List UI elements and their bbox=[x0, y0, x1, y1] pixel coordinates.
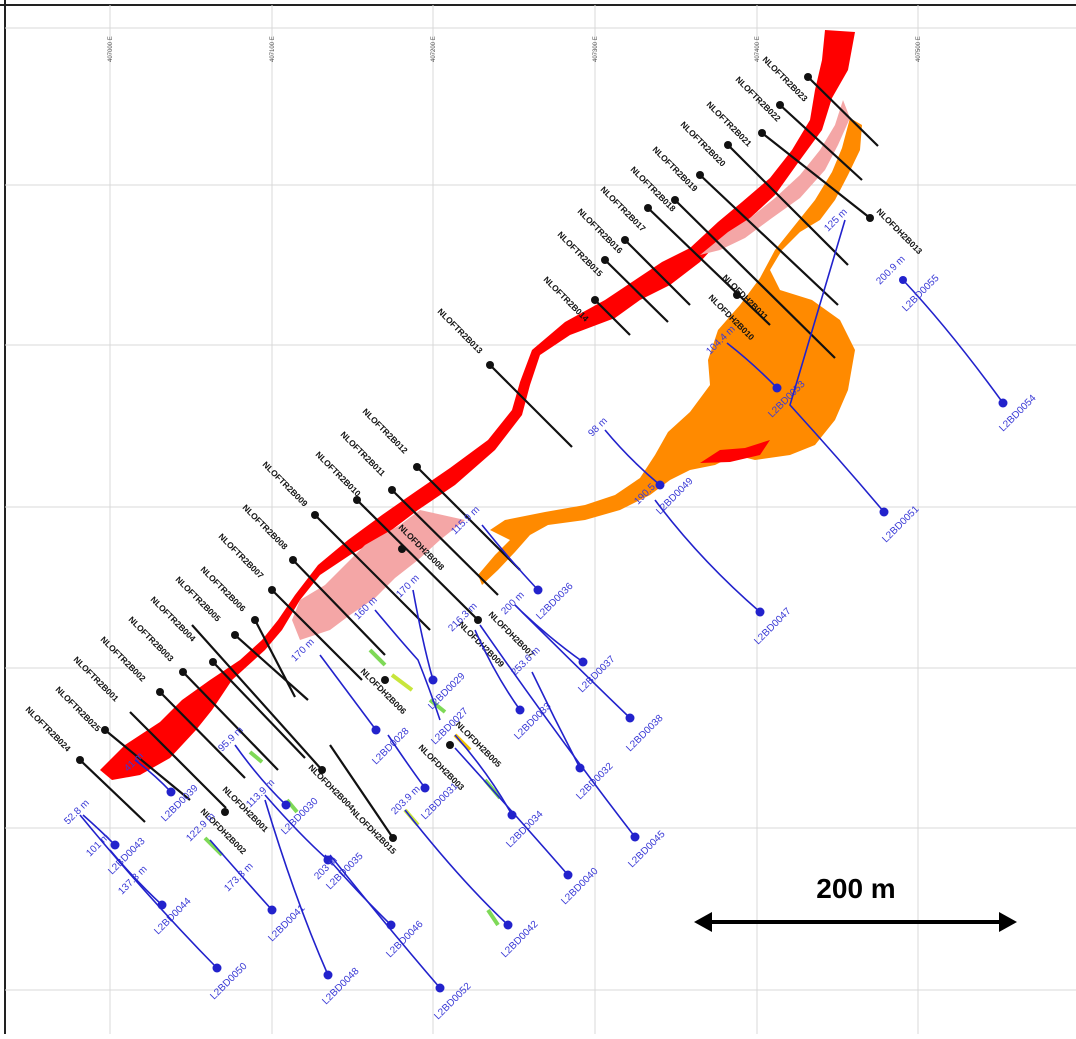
easting-label: 407400 E bbox=[755, 36, 761, 62]
hole-small-black bbox=[329, 744, 397, 842]
easting-labels: 407000 E 407100 E 407200 E 407300 E 4074… bbox=[108, 36, 922, 62]
scale-bar: 200 m bbox=[694, 873, 1017, 932]
easting-label: 407100 E bbox=[270, 36, 276, 62]
easting-label: 407200 E bbox=[431, 36, 437, 62]
easting-label: 407300 E bbox=[593, 36, 599, 62]
scale-arrow-left-icon bbox=[694, 912, 712, 932]
scale-arrow-right-icon bbox=[999, 912, 1017, 932]
pink-zone bbox=[292, 510, 465, 640]
easting-label: 407500 E bbox=[916, 36, 922, 62]
orange-zone bbox=[478, 118, 862, 585]
scale-bar-label: 200 m bbox=[816, 873, 895, 904]
easting-label: 407000 E bbox=[108, 36, 114, 62]
hole-NLOFTR2B001b bbox=[129, 711, 227, 809]
geology-zones bbox=[100, 30, 862, 780]
red-zone-edge bbox=[700, 440, 770, 463]
